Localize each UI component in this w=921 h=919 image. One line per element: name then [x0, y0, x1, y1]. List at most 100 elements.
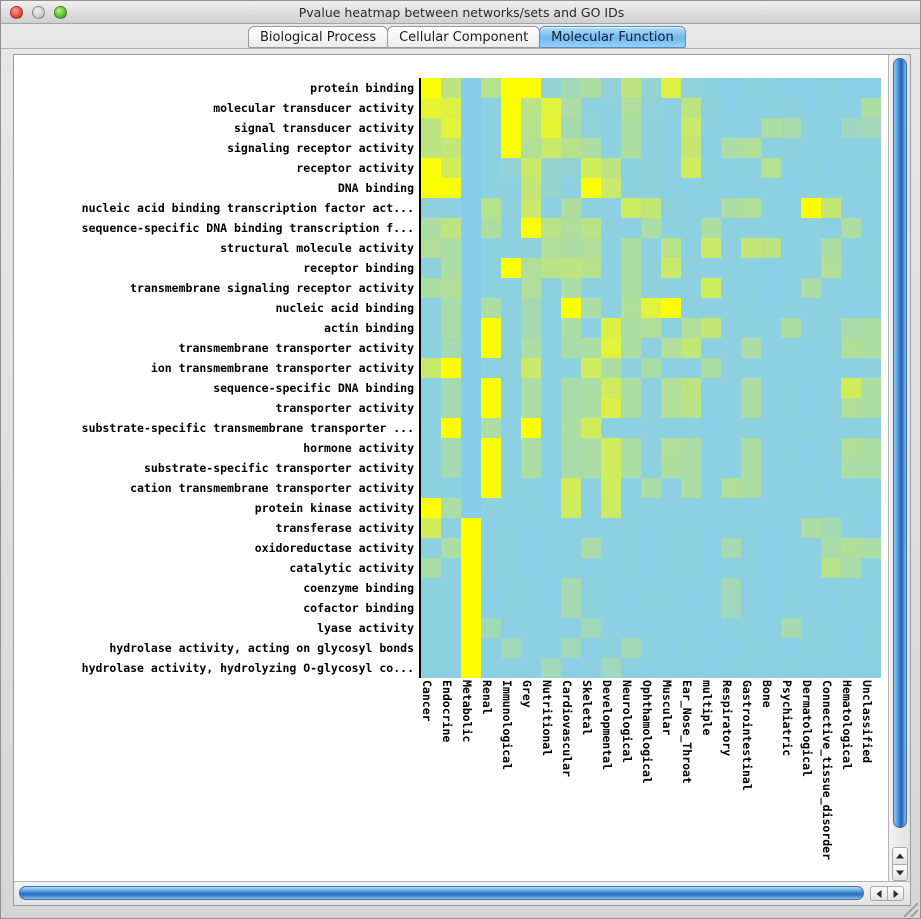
heatmap-cell[interactable] — [681, 658, 701, 678]
heatmap-cell[interactable] — [861, 538, 881, 558]
heatmap-cell[interactable] — [601, 578, 621, 598]
heatmap-cell[interactable] — [761, 318, 781, 338]
heatmap-cell[interactable] — [601, 338, 621, 358]
heatmap-cell[interactable] — [641, 98, 661, 118]
heatmap-cell[interactable] — [661, 518, 681, 538]
heatmap-cell[interactable] — [661, 158, 681, 178]
heatmap-cell[interactable] — [421, 278, 441, 298]
heatmap-cell[interactable] — [421, 438, 441, 458]
heatmap-cell[interactable] — [561, 258, 581, 278]
heatmap-cell[interactable] — [441, 338, 461, 358]
heatmap-cell[interactable] — [721, 278, 741, 298]
scroll-right-button[interactable] — [887, 886, 904, 901]
heatmap-cell[interactable] — [481, 618, 501, 638]
heatmap-cell[interactable] — [461, 338, 481, 358]
heatmap-cell[interactable] — [761, 478, 781, 498]
heatmap-cell[interactable] — [561, 518, 581, 538]
heatmap-cell[interactable] — [701, 338, 721, 358]
heatmap-cell[interactable] — [661, 558, 681, 578]
heatmap-cell[interactable] — [701, 598, 721, 618]
heatmap-cell[interactable] — [441, 258, 461, 278]
heatmap-cell[interactable] — [701, 538, 721, 558]
heatmap-cell[interactable] — [841, 318, 861, 338]
heatmap-cell[interactable] — [621, 558, 641, 578]
heatmap-cell[interactable] — [781, 438, 801, 458]
heatmap-cell[interactable] — [621, 78, 641, 98]
heatmap-cell[interactable] — [601, 78, 621, 98]
heatmap-cell[interactable] — [461, 578, 481, 598]
heatmap-cell[interactable] — [561, 498, 581, 518]
heatmap-cell[interactable] — [461, 318, 481, 338]
heatmap-cell[interactable] — [421, 558, 441, 578]
heatmap-cell[interactable] — [501, 338, 521, 358]
heatmap-cell[interactable] — [581, 138, 601, 158]
heatmap-cell[interactable] — [721, 98, 741, 118]
heatmap-cell[interactable] — [601, 458, 621, 478]
heatmap-cell[interactable] — [441, 118, 461, 138]
heatmap-cell[interactable] — [841, 198, 861, 218]
heatmap-cell[interactable] — [561, 338, 581, 358]
heatmap-cell[interactable] — [841, 238, 861, 258]
heatmap-cell[interactable] — [861, 198, 881, 218]
heatmap-cell[interactable] — [681, 478, 701, 498]
heatmap-cell[interactable] — [421, 338, 441, 358]
heatmap-cell[interactable] — [821, 438, 841, 458]
heatmap-cell[interactable] — [801, 178, 821, 198]
heatmap-cell[interactable] — [481, 438, 501, 458]
heatmap-cell[interactable] — [721, 458, 741, 478]
heatmap-cell[interactable] — [601, 218, 621, 238]
heatmap-cell[interactable] — [841, 98, 861, 118]
heatmap-cell[interactable] — [761, 158, 781, 178]
heatmap-cell[interactable] — [421, 98, 441, 118]
heatmap-cell[interactable] — [541, 618, 561, 638]
heatmap-cell[interactable] — [581, 478, 601, 498]
heatmap-cell[interactable] — [701, 618, 721, 638]
heatmap-cell[interactable] — [841, 618, 861, 638]
heatmap-cell[interactable] — [841, 438, 861, 458]
heatmap-cell[interactable] — [441, 218, 461, 238]
heatmap-cell[interactable] — [581, 438, 601, 458]
heatmap-cell[interactable] — [421, 218, 441, 238]
heatmap-cell[interactable] — [781, 338, 801, 358]
heatmap-cell[interactable] — [861, 578, 881, 598]
heatmap-cell[interactable] — [721, 318, 741, 338]
heatmap-cell[interactable] — [541, 118, 561, 138]
heatmap-cell[interactable] — [861, 218, 881, 238]
heatmap-cell[interactable] — [641, 258, 661, 278]
heatmap-cell[interactable] — [701, 258, 721, 278]
heatmap-cell[interactable] — [761, 378, 781, 398]
heatmap-cell[interactable] — [821, 78, 841, 98]
heatmap-cell[interactable] — [621, 438, 641, 458]
heatmap-cell[interactable] — [501, 178, 521, 198]
heatmap-cell[interactable] — [681, 98, 701, 118]
heatmap-cell[interactable] — [721, 258, 741, 278]
heatmap-cell[interactable] — [461, 398, 481, 418]
heatmap-cell[interactable] — [721, 178, 741, 198]
heatmap-cell[interactable] — [561, 478, 581, 498]
heatmap-cell[interactable] — [721, 438, 741, 458]
heatmap-cell[interactable] — [601, 638, 621, 658]
heatmap-cell[interactable] — [821, 298, 841, 318]
heatmap-cell[interactable] — [501, 258, 521, 278]
heatmap-cell[interactable] — [601, 558, 621, 578]
heatmap-cell[interactable] — [541, 278, 561, 298]
heatmap-cell[interactable] — [421, 78, 441, 98]
heatmap-cell[interactable] — [601, 138, 621, 158]
heatmap-cell[interactable] — [541, 218, 561, 238]
heatmap-cell[interactable] — [801, 538, 821, 558]
heatmap-cell[interactable] — [481, 298, 501, 318]
heatmap-cell[interactable] — [801, 238, 821, 258]
heatmap-cell[interactable] — [641, 498, 661, 518]
heatmap-cell[interactable] — [781, 138, 801, 158]
heatmap-cell[interactable] — [421, 418, 441, 438]
heatmap-cell[interactable] — [721, 598, 741, 618]
heatmap-cell[interactable] — [741, 398, 761, 418]
heatmap-cell[interactable] — [721, 418, 741, 438]
heatmap-cell[interactable] — [661, 358, 681, 378]
heatmap-cell[interactable] — [761, 538, 781, 558]
heatmap-cell[interactable] — [521, 218, 541, 238]
heatmap-cell[interactable] — [621, 138, 641, 158]
heatmap-cell[interactable] — [521, 578, 541, 598]
heatmap-cell[interactable] — [661, 138, 681, 158]
heatmap-cell[interactable] — [661, 278, 681, 298]
